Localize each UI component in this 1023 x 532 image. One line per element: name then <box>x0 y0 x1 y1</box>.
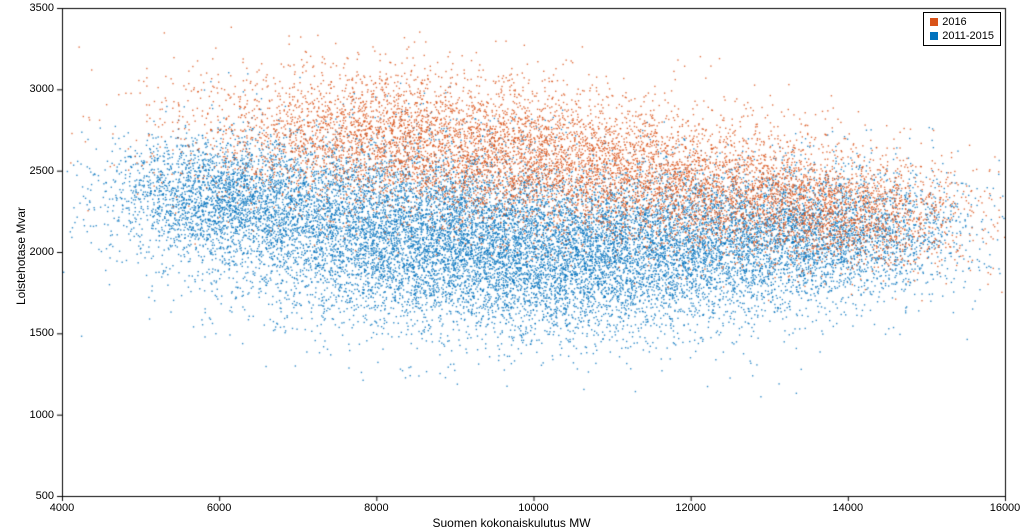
legend-swatch-2011-2015 <box>930 32 938 40</box>
legend-item: 2016 <box>930 15 994 29</box>
y-tick-label: 3000 <box>30 83 54 95</box>
x-tick-label: 16000 <box>990 502 1021 514</box>
y-axis-label: Loistehotase Mvar <box>14 207 28 305</box>
plot-canvas <box>0 0 1023 532</box>
x-tick-label: 6000 <box>207 502 231 514</box>
x-tick-label: 10000 <box>518 502 549 514</box>
legend-label: 2011-2015 <box>942 29 994 43</box>
x-tick-label: 4000 <box>50 502 74 514</box>
legend-swatch-2016 <box>930 18 938 26</box>
legend-item: 2011-2015 <box>930 29 994 43</box>
x-tick-label: 8000 <box>364 502 388 514</box>
x-tick-label: 14000 <box>833 502 864 514</box>
y-tick-label: 500 <box>36 490 54 502</box>
y-tick-label: 1000 <box>30 409 54 421</box>
x-axis-label: Suomen kokonaiskulutus MW <box>432 516 590 530</box>
y-tick-label: 1500 <box>30 327 54 339</box>
x-tick-label: 12000 <box>675 502 706 514</box>
legend-label: 2016 <box>942 15 966 29</box>
legend: 2016 2011-2015 <box>923 12 1001 46</box>
scatter-chart: Loistehotase Mvar Suomen kokonaiskulutus… <box>0 0 1023 532</box>
y-tick-label: 3500 <box>30 2 54 14</box>
y-tick-label: 2000 <box>30 246 54 258</box>
y-tick-label: 2500 <box>30 165 54 177</box>
